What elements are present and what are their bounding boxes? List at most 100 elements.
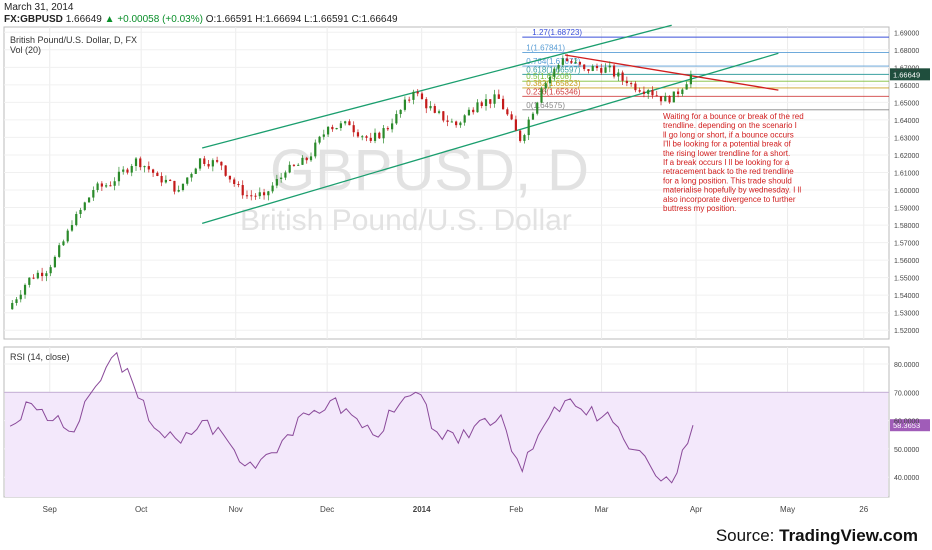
- candle-body: [75, 214, 78, 226]
- candle-body: [412, 91, 415, 100]
- candle-body: [527, 119, 530, 136]
- fib-level-label: 0.5(1.66208): [526, 72, 572, 81]
- y-tick-label: 1.67000: [894, 65, 919, 72]
- candle-body: [41, 272, 44, 277]
- candle-body: [237, 183, 240, 186]
- candle-body: [53, 256, 57, 268]
- candle-body: [373, 132, 377, 141]
- candle-body: [544, 83, 547, 89]
- watermark: GBPUSD, D British Pound/U.S. Dollar: [240, 138, 589, 237]
- axes: Sep Oct Nov Dec 2014 Feb Mar Apr May 26 1.69000 1.6…: [43, 30, 920, 514]
- candle-body: [143, 166, 146, 168]
- fib-level-label: 0.382(1.65823): [526, 79, 581, 88]
- candle-body: [113, 181, 116, 186]
- candle-body: [220, 161, 223, 166]
- candle-body: [203, 158, 206, 164]
- rsi-tick-label: 60.0000: [894, 419, 919, 426]
- candle-body: [241, 185, 244, 196]
- candle-body: [314, 142, 317, 157]
- change-up-icon: ▲: [104, 14, 115, 25]
- candle-body: [352, 125, 355, 133]
- grid: [4, 27, 889, 497]
- candle-body: [305, 157, 308, 161]
- candle-body: [497, 94, 500, 99]
- candle-body: [591, 66, 594, 71]
- candle-body: [156, 172, 159, 176]
- candle-body: [365, 136, 368, 138]
- candle-body: [79, 209, 82, 215]
- candle-body: [634, 83, 637, 91]
- y-tick-label: 1.68000: [894, 48, 919, 55]
- chart-date: March 31, 2014: [4, 2, 74, 13]
- candle-body: [638, 90, 641, 92]
- candle-body: [672, 91, 675, 103]
- rsi-series: 58.3653: [9, 351, 930, 484]
- candle-body: [19, 294, 22, 300]
- candle-body: [49, 267, 52, 274]
- rsi-tick-label: 70.0000: [894, 390, 919, 397]
- candle-body: [32, 277, 35, 279]
- x-tick-label: Nov: [229, 505, 243, 514]
- candle-body: [689, 74, 692, 85]
- candle-body: [651, 90, 654, 96]
- last-price-tag-label: 1.66649: [893, 70, 920, 79]
- candle-body: [446, 120, 449, 122]
- candle-body: [70, 225, 74, 231]
- candle-body: [122, 169, 125, 172]
- candle-body: [66, 230, 69, 242]
- x-tick-label: Oct: [135, 505, 148, 514]
- candle-body: [531, 113, 535, 120]
- candle-body: [408, 99, 411, 101]
- candle-body: [523, 135, 526, 141]
- candle-body: [659, 96, 663, 102]
- candle-body: [450, 121, 453, 123]
- candle-body: [297, 164, 300, 166]
- y-tick-label: 1.63000: [894, 135, 919, 142]
- candle-body: [348, 121, 351, 126]
- candle-body: [463, 115, 466, 123]
- candle-body: [630, 83, 633, 85]
- candle-body: [87, 197, 91, 203]
- candle-body: [386, 128, 389, 130]
- candle-body: [181, 183, 185, 191]
- x-tick-label: Mar: [595, 505, 609, 514]
- fib-level-label: 0.764(1.67072): [526, 57, 581, 66]
- candle-body: [250, 195, 253, 197]
- candle-body: [258, 192, 261, 197]
- candle-body: [164, 179, 167, 183]
- candle-body: [262, 192, 266, 196]
- candle-body: [681, 89, 684, 95]
- candle-body: [318, 136, 321, 143]
- candle-body: [557, 64, 560, 69]
- y-tick-label: 1.69000: [894, 30, 919, 37]
- x-tick-label: Feb: [509, 505, 523, 514]
- candle-body: [224, 165, 227, 176]
- price-series: 1.66649: [11, 53, 930, 310]
- y-tick-label: 1.65000: [894, 100, 919, 107]
- candle-body: [369, 137, 372, 141]
- candle-body: [147, 166, 150, 170]
- price-pane[interactable]: [3, 26, 890, 340]
- rsi-last-tag-label: 58.3653: [893, 421, 920, 430]
- candle-body: [455, 121, 458, 126]
- candle-body: [587, 69, 590, 71]
- candle-body: [617, 72, 620, 77]
- symbol-label: FX:GBPUSD: [4, 14, 63, 25]
- volume-label: Vol (20): [10, 45, 41, 55]
- candle-body: [429, 106, 432, 109]
- candle-body: [134, 158, 138, 167]
- quote-bar: FX:GBPUSD 1.66649 ▲ +0.00058 (+0.03%) O:…: [4, 14, 398, 25]
- candle-body: [484, 99, 488, 106]
- y-tick-label: 1.62000: [894, 153, 919, 160]
- candle-body: [207, 163, 210, 167]
- source-brand: TradingView.com: [779, 526, 918, 545]
- source-prefix: Source:: [715, 526, 780, 545]
- close-value: C:1.66649: [351, 14, 398, 25]
- y-tick-label: 1.53000: [894, 311, 919, 318]
- candle-body: [472, 109, 475, 113]
- candle-body: [309, 156, 313, 161]
- candle-body: [233, 179, 236, 184]
- candle-body: [416, 91, 419, 94]
- candle-body: [177, 190, 180, 192]
